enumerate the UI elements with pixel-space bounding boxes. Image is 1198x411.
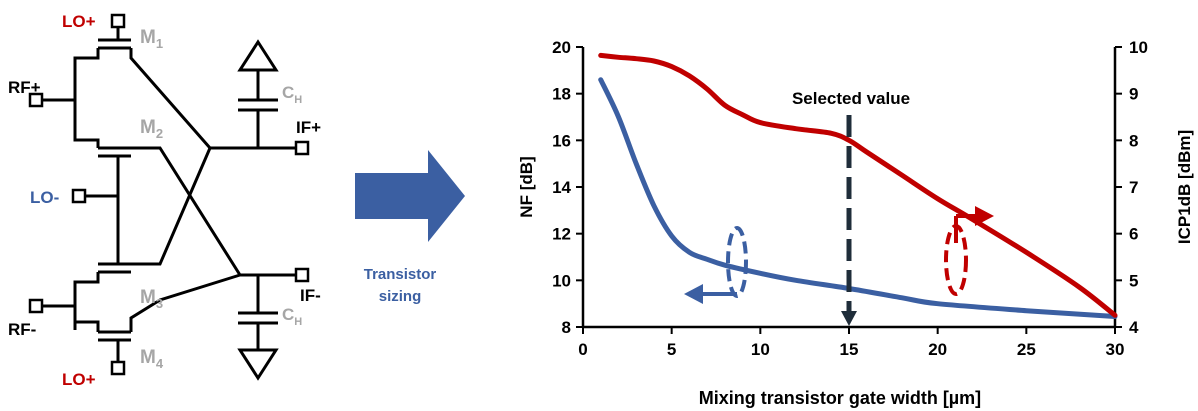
rf-plus-label: RF+ — [8, 78, 41, 97]
y-right-tick-label: 5 — [1129, 271, 1138, 290]
chart-annotations — [684, 115, 994, 326]
nf-icp1db-chart: 0 5 10 15 20 25 30 8 10 12 14 16 18 20 4 5 6 7 8 9 10 Mixing… — [517, 38, 1194, 408]
m2-label: M2 — [140, 117, 163, 141]
ground-top — [237, 39, 279, 72]
terminal-lo-plus-bottom — [110, 360, 126, 376]
x-tick-label: 10 — [751, 340, 770, 359]
terminal-rf-plus — [28, 92, 44, 108]
mixer-circuit — [40, 20, 300, 381]
lo-plus-top-label: LO+ — [62, 12, 96, 31]
ch-top — [238, 70, 278, 148]
m3-transistor — [73, 147, 212, 330]
y-left-tick-label: 12 — [552, 225, 571, 244]
m1-transistor — [73, 38, 212, 149]
m1-label: M1 — [140, 27, 163, 51]
icp-axis-arrow-head-icon — [975, 206, 994, 226]
terminal-if-plus — [294, 140, 310, 156]
y-axis-right-label: ICP1dB [dBm] — [1175, 130, 1194, 244]
ch-top-label: CH — [282, 83, 302, 106]
ground-bottom — [237, 348, 279, 381]
selected-value-arrowhead-icon — [841, 311, 857, 326]
m3-label: M3 — [140, 287, 163, 311]
rf-minus-label: RF- — [8, 320, 36, 339]
terminal-rf-minus — [28, 298, 44, 314]
terminal-if-minus — [294, 267, 310, 283]
x-tick-label: 15 — [840, 340, 859, 359]
y-left-tick-label: 8 — [562, 318, 571, 337]
x-tick-label: 0 — [578, 340, 587, 359]
ch-bottom-label: CH — [282, 305, 302, 328]
nf-axis-ellipse-icon — [726, 226, 748, 298]
y-left-tick-label: 10 — [552, 271, 571, 290]
if-plus-label: IF+ — [296, 118, 321, 137]
if-minus-label: IF- — [300, 286, 321, 305]
nf-axis-arrow-head-icon — [684, 284, 703, 304]
y-right-tick-label: 8 — [1129, 131, 1138, 150]
y-right-tick-label: 9 — [1129, 85, 1138, 104]
terminal-lo-plus-top — [110, 13, 126, 29]
lo-minus-gate — [85, 156, 120, 264]
arrow-label-line1: Transistor — [364, 266, 437, 283]
lo-plus-bottom-label: LO+ — [62, 370, 96, 389]
big-arrow-icon — [355, 150, 465, 242]
circuit-labels: LO+ M1 RF+ M2 CH IF+ LO- M3 IF- RF- CH M… — [8, 12, 321, 389]
lo-minus-label: LO- — [30, 188, 59, 207]
ch-bottom — [238, 275, 278, 350]
x-tick-label: 5 — [667, 340, 676, 359]
y-right-tick-label: 10 — [1129, 38, 1148, 57]
y-left-tick-label: 16 — [552, 131, 571, 150]
y-left-tick-label: 14 — [552, 178, 571, 197]
y-right-tick-label: 4 — [1129, 318, 1139, 337]
x-tick-label: 30 — [1106, 340, 1125, 359]
arrow-label-line2: sizing — [379, 288, 422, 305]
m4-transistor — [73, 273, 241, 342]
y-right-tick-label: 7 — [1129, 178, 1138, 197]
y-left-tick-label: 18 — [552, 85, 571, 104]
y-right-tick-label: 6 — [1129, 225, 1138, 244]
y-left-tick-label: 20 — [552, 38, 571, 57]
m2-transistor — [73, 100, 242, 276]
terminal-lo-minus — [71, 188, 87, 204]
terminals — [28, 13, 310, 376]
nf-series-line — [598, 77, 1118, 319]
x-tick-label: 25 — [1017, 340, 1036, 359]
x-tick-label: 20 — [928, 340, 947, 359]
transistor-sizing-arrow: Transistor sizing — [355, 150, 465, 305]
selected-value-label: Selected value — [792, 89, 910, 108]
y-axis-left-label: NF [dB] — [517, 156, 536, 217]
m4-label: M4 — [140, 347, 164, 371]
chart-ticks: 0 5 10 15 20 25 30 8 10 12 14 16 18 20 4 5 6 7 8 9 10 — [552, 38, 1148, 359]
x-axis-label: Mixing transistor gate width [µm] — [699, 388, 981, 408]
